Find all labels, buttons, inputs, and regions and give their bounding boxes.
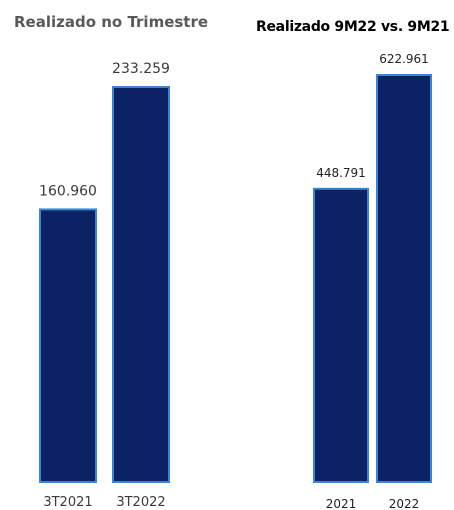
bar-3T2022 <box>112 86 170 483</box>
bar-3T2021 <box>39 208 97 483</box>
data-label: 233.259 <box>112 61 170 77</box>
chart-title: Realizado 9M22 vs. 9M21 <box>256 19 449 35</box>
bar-2022 <box>376 74 432 483</box>
chart-title: Realizado no Trimestre <box>14 13 208 31</box>
category-label: 2022 <box>389 497 420 510</box>
data-label: 622.961 <box>379 52 429 66</box>
chart-realizado-9m: Realizado 9M22 vs. 9M21 448.791 2021 622.9… <box>256 19 450 510</box>
bar-2021 <box>313 187 369 483</box>
data-label: 448.791 <box>316 166 366 180</box>
category-label: 3T2022 <box>116 495 165 510</box>
category-label: 2021 <box>326 497 357 510</box>
data-label: 160.960 <box>39 183 97 199</box>
chart-realizado-trimestre: Realizado no Trimestre 160.960 3T2021 233.… <box>14 13 208 510</box>
category-label: 3T2021 <box>43 495 92 510</box>
